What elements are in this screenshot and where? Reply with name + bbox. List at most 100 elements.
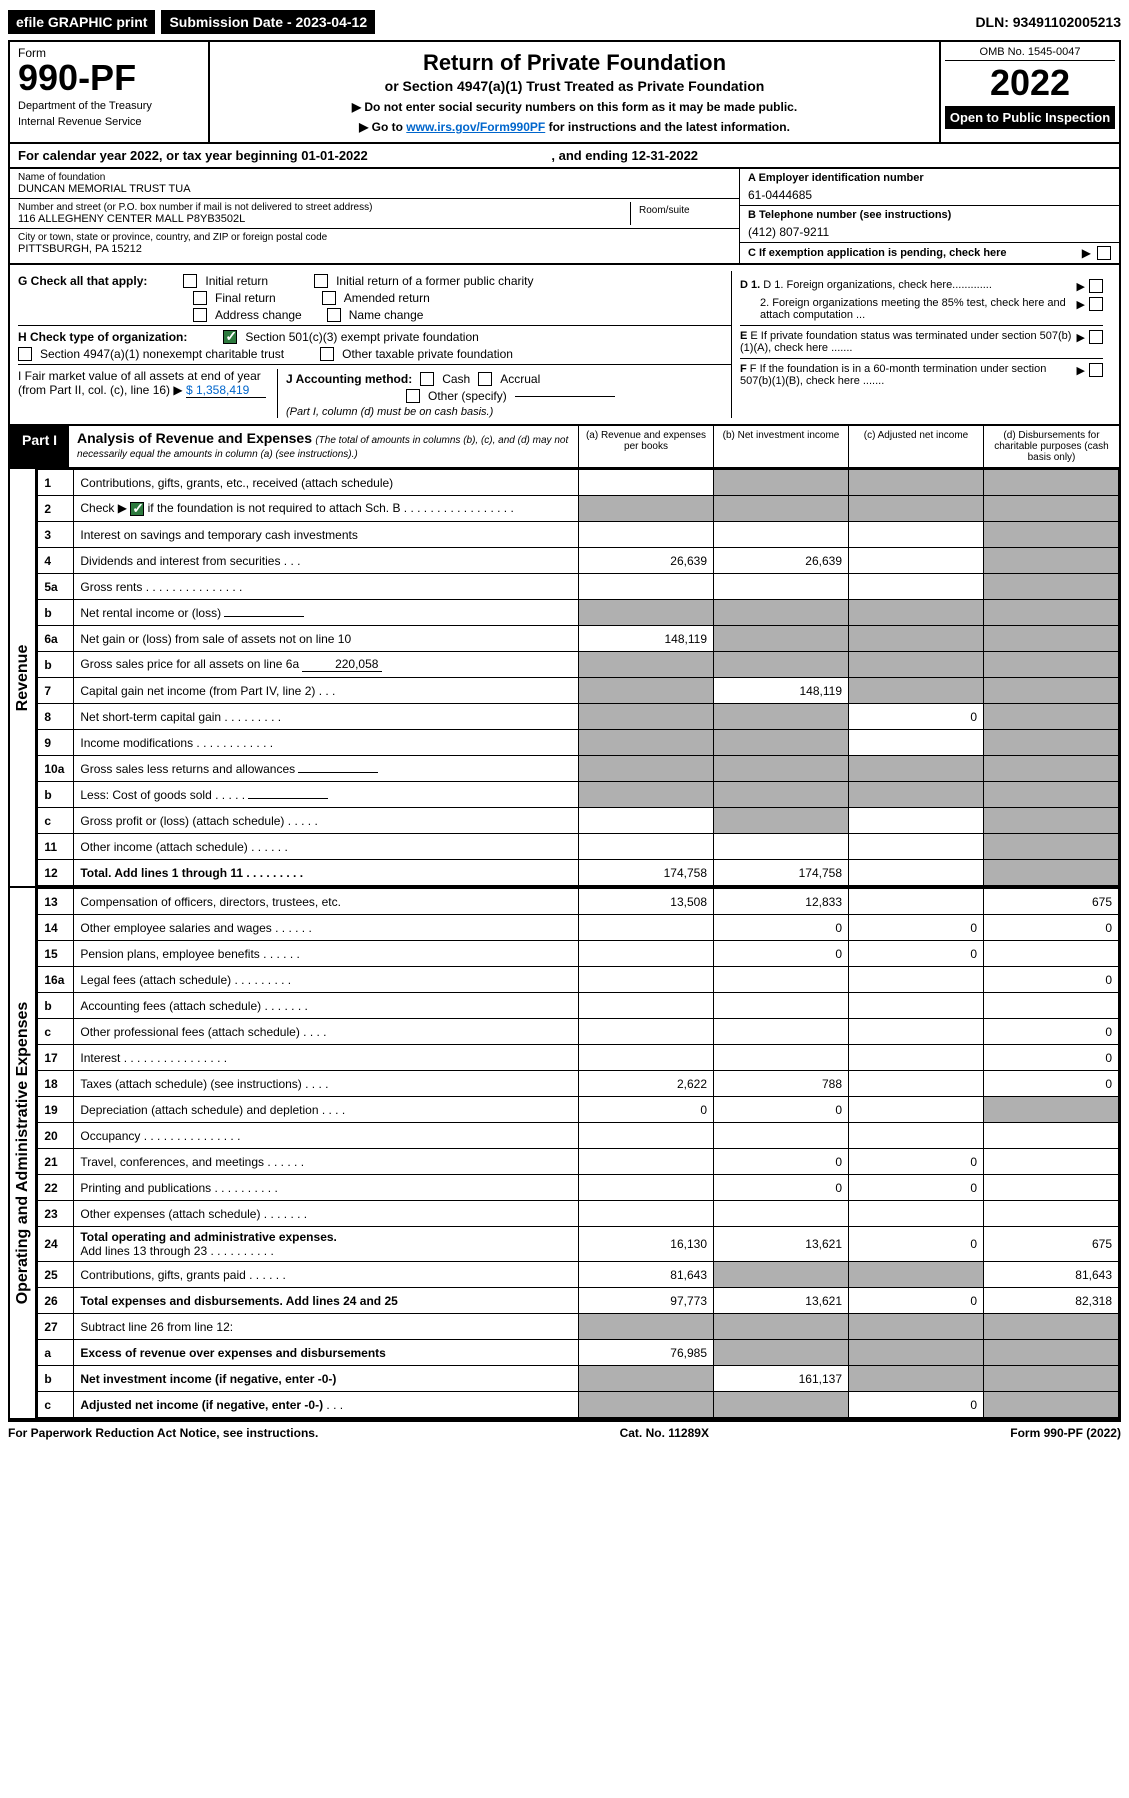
- check-section: G Check all that apply: Initial return I…: [8, 265, 1121, 426]
- row-15-desc: Pension plans, employee benefits . . . .…: [74, 941, 579, 967]
- row-22-desc: Printing and publications . . . . . . . …: [74, 1175, 579, 1201]
- checkbox-other-method[interactable]: [406, 389, 420, 403]
- row-19-desc: Depreciation (attach schedule) and deple…: [74, 1097, 579, 1123]
- ein-value: 61-0444685: [748, 188, 1111, 202]
- form-subtitle: or Section 4947(a)(1) Trust Treated as P…: [218, 78, 931, 94]
- city-label: City or town, state or province, country…: [18, 232, 731, 243]
- col-d-header: (d) Disbursements for charitable purpose…: [984, 426, 1119, 467]
- form-title: Return of Private Foundation: [218, 50, 931, 76]
- row-5a-desc: Gross rents . . . . . . . . . . . . . . …: [74, 574, 579, 600]
- col-c-header: (c) Adjusted net income: [849, 426, 984, 467]
- row-27c-desc: Adjusted net income (if negative, enter …: [74, 1392, 579, 1418]
- row-9-desc: Income modifications . . . . . . . . . .…: [74, 730, 579, 756]
- irs-link[interactable]: www.irs.gov/Form990PF: [406, 120, 545, 134]
- checkbox-initial-return[interactable]: [183, 274, 197, 288]
- checkbox-final-return[interactable]: [193, 291, 207, 305]
- j-note: (Part I, column (d) must be on cash basi…: [286, 406, 731, 418]
- checkbox-sch-b[interactable]: [130, 502, 144, 516]
- ein-label: A Employer identification number: [748, 172, 1111, 184]
- col-b-header: (b) Net investment income: [714, 426, 849, 467]
- form-number: 990-PF: [18, 60, 200, 96]
- row-13-desc: Compensation of officers, directors, tru…: [74, 889, 579, 915]
- row-6b-desc: Gross sales price for all assets on line…: [74, 652, 579, 678]
- foundation-address: 116 ALLEGHENY CENTER MALL P8YB3502L: [18, 213, 630, 225]
- checkbox-former-charity[interactable]: [314, 274, 328, 288]
- checkbox-c[interactable]: [1097, 246, 1111, 260]
- row-18-desc: Taxes (attach schedule) (see instruction…: [74, 1071, 579, 1097]
- name-label: Name of foundation: [18, 172, 731, 183]
- addr-label: Number and street (or P.O. box number if…: [18, 202, 630, 213]
- row-6a-desc: Net gain or (loss) from sale of assets n…: [74, 626, 579, 652]
- checkbox-d1[interactable]: [1089, 279, 1103, 293]
- dln: DLN: 93491102005213: [975, 14, 1121, 30]
- calendar-year-row: For calendar year 2022, or tax year begi…: [8, 144, 1121, 169]
- row-3-desc: Interest on savings and temporary cash i…: [74, 522, 579, 548]
- form-header: Form 990-PF Department of the Treasury I…: [8, 40, 1121, 144]
- foundation-city: PITTSBURGH, PA 15212: [18, 243, 731, 255]
- row-1-desc: Contributions, gifts, grants, etc., rece…: [74, 470, 579, 496]
- d2-text: 2. Foreign organizations meeting the 85%…: [740, 297, 1077, 321]
- checkbox-accrual[interactable]: [478, 372, 492, 386]
- dept-treasury: Department of the Treasury: [18, 100, 200, 112]
- row-20-desc: Occupancy . . . . . . . . . . . . . . .: [74, 1123, 579, 1149]
- row-24-desc: Total operating and administrative expen…: [74, 1227, 579, 1262]
- checkbox-cash[interactable]: [420, 372, 434, 386]
- row-21-desc: Travel, conferences, and meetings . . . …: [74, 1149, 579, 1175]
- checkbox-address-change[interactable]: [193, 308, 207, 322]
- footer-right: Form 990-PF (2022): [1010, 1426, 1121, 1440]
- row-11-desc: Other income (attach schedule) . . . . .…: [74, 834, 579, 860]
- row-26-desc: Total expenses and disbursements. Add li…: [74, 1288, 579, 1314]
- checkbox-amended[interactable]: [322, 291, 336, 305]
- row-17-desc: Interest . . . . . . . . . . . . . . . .: [74, 1045, 579, 1071]
- row-27b-desc: Net investment income (if negative, ente…: [74, 1366, 579, 1392]
- c-label: C If exemption application is pending, c…: [748, 247, 1082, 259]
- row-16a-desc: Legal fees (attach schedule) . . . . . .…: [74, 967, 579, 993]
- row-8-desc: Net short-term capital gain . . . . . . …: [74, 704, 579, 730]
- checkbox-e[interactable]: [1089, 330, 1103, 344]
- checkbox-name-change[interactable]: [327, 308, 341, 322]
- row-10a-desc: Gross sales less returns and allowances: [74, 756, 579, 782]
- page-footer: For Paperwork Reduction Act Notice, see …: [8, 1420, 1121, 1444]
- row-7-desc: Capital gain net income (from Part IV, l…: [74, 678, 579, 704]
- part1-label: Part I: [10, 426, 69, 467]
- e-text: E If private foundation status was termi…: [740, 330, 1071, 354]
- checkbox-d2[interactable]: [1089, 297, 1103, 311]
- room-label: Room/suite: [639, 205, 723, 216]
- expenses-section: Operating and Administrative Expenses 13…: [8, 888, 1121, 1420]
- phone-value: (412) 807-9211: [748, 225, 1111, 239]
- open-public-badge: Open to Public Inspection: [945, 106, 1115, 129]
- checkbox-4947[interactable]: [18, 347, 32, 361]
- row-5b-desc: Net rental income or (loss): [74, 600, 579, 626]
- form-instruction-1: ▶ Do not enter social security numbers o…: [218, 100, 931, 114]
- f-text: F If the foundation is in a 60-month ter…: [740, 363, 1046, 387]
- form-instruction-2: ▶ Go to www.irs.gov/Form990PF for instru…: [218, 120, 931, 134]
- row-10c-desc: Gross profit or (loss) (attach schedule)…: [74, 808, 579, 834]
- checkbox-other-taxable[interactable]: [320, 347, 334, 361]
- footer-mid: Cat. No. 11289X: [620, 1426, 709, 1440]
- checkbox-f[interactable]: [1089, 363, 1103, 377]
- g-label: G Check all that apply:: [18, 274, 147, 288]
- foundation-info: Name of foundation DUNCAN MEMORIAL TRUST…: [8, 169, 1121, 265]
- row-27-desc: Subtract line 26 from line 12:: [74, 1314, 579, 1340]
- row-2-desc: Check ▶ if the foundation is not require…: [74, 496, 579, 522]
- d1-text: D 1. Foreign organizations, check here..…: [763, 279, 992, 291]
- row-25-desc: Contributions, gifts, grants paid . . . …: [74, 1262, 579, 1288]
- phone-label: B Telephone number (see instructions): [748, 209, 1111, 221]
- row-14-desc: Other employee salaries and wages . . . …: [74, 915, 579, 941]
- foundation-name: DUNCAN MEMORIAL TRUST TUA: [18, 183, 731, 195]
- row-10b-desc: Less: Cost of goods sold . . . . .: [74, 782, 579, 808]
- row-27a-desc: Excess of revenue over expenses and disb…: [74, 1340, 579, 1366]
- submission-date: Submission Date - 2023-04-12: [159, 8, 377, 36]
- j-label: J Accounting method:: [286, 372, 412, 386]
- arrow-icon: ▶: [1082, 246, 1091, 260]
- efile-badge: efile GRAPHIC print: [8, 10, 155, 34]
- h-label: H Check type of organization:: [18, 330, 187, 344]
- footer-left: For Paperwork Reduction Act Notice, see …: [8, 1426, 318, 1440]
- row-23-desc: Other expenses (attach schedule) . . . .…: [74, 1201, 579, 1227]
- row-16b-desc: Accounting fees (attach schedule) . . . …: [74, 993, 579, 1019]
- revenue-section: Revenue 1Contributions, gifts, grants, e…: [8, 469, 1121, 888]
- checkbox-501c3[interactable]: [223, 330, 237, 344]
- i-value: $ 1,358,419: [186, 383, 266, 398]
- expenses-side-label: Operating and Administrative Expenses: [14, 1002, 32, 1305]
- top-bar: efile GRAPHIC print Submission Date - 20…: [8, 8, 1121, 36]
